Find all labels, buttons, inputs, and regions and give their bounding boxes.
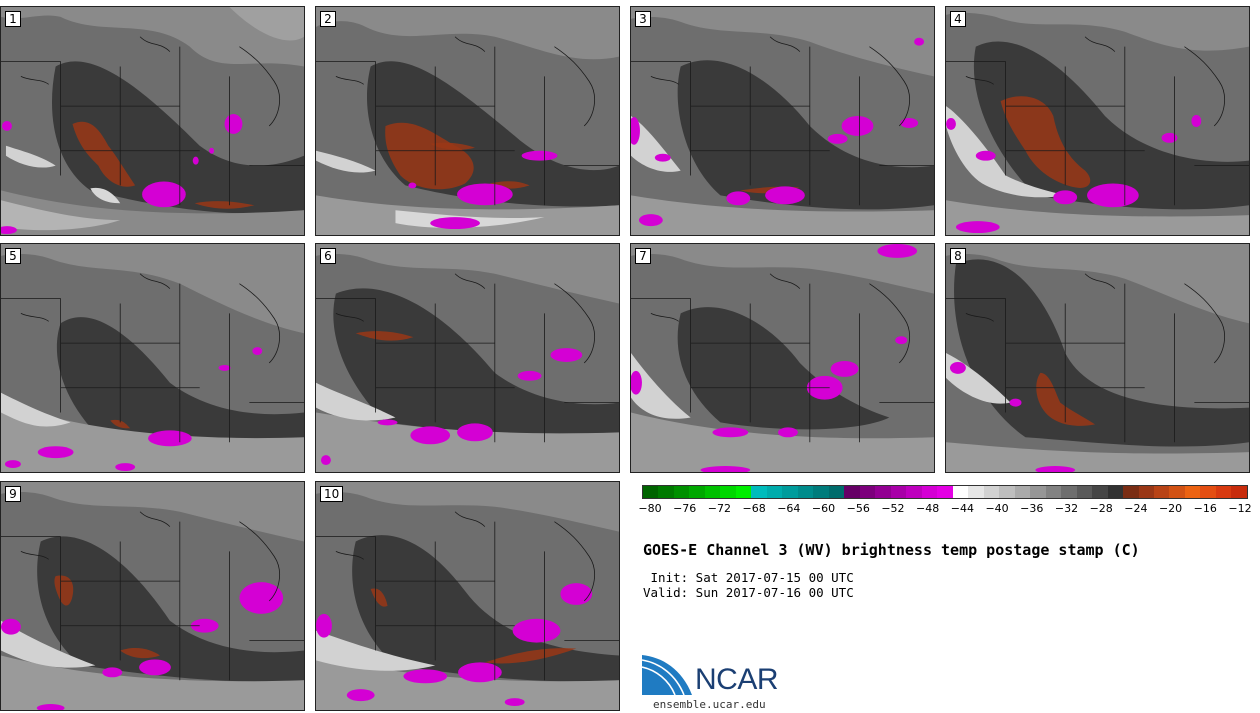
- stamp-panel-1[interactable]: 1: [0, 6, 305, 236]
- stamp-label: 4: [950, 11, 966, 27]
- colorbar-segment: [999, 486, 1015, 498]
- colorbar-segment: [797, 486, 814, 498]
- colorbar-tick-label: −60: [811, 502, 836, 515]
- colorbar-segment: [937, 486, 953, 498]
- stamp-panel-4[interactable]: 4: [945, 6, 1250, 236]
- stamp-panel-5[interactable]: 5: [0, 243, 305, 473]
- stamp-label: 7: [635, 248, 651, 264]
- colorbar-tick-label: −20: [1158, 502, 1183, 515]
- colorbar-segment: [673, 486, 690, 498]
- colorbar-tick-label: −28: [1089, 502, 1113, 515]
- colorbar: [642, 485, 1248, 499]
- stamp-map-1: [1, 7, 304, 235]
- stamp-panel-2[interactable]: 2: [315, 6, 620, 236]
- colorbar-segment: [968, 486, 984, 498]
- stamp-map-9: [1, 482, 304, 710]
- colorbar-segment: [735, 486, 752, 498]
- colorbar-segment: [1200, 486, 1216, 498]
- colorbar-segment: [1153, 486, 1170, 498]
- colorbar-segment: [720, 486, 736, 498]
- colorbar-ticks: −80 −76 −72 −68 −64 −60 −56 −52 −48 −44 −40 −36 −32−…: [638, 500, 1252, 520]
- colorbar-segment: [906, 486, 922, 498]
- ncar-logo-text: NCAR: [695, 663, 779, 696]
- colorbar-segment: [1014, 486, 1031, 498]
- colorbar-segment: [1107, 486, 1124, 498]
- stamp-map-5: [1, 244, 304, 472]
- colorbar-tick-label: −16: [1193, 502, 1217, 515]
- colorbar-tick-label: −12: [1228, 502, 1252, 515]
- colorbar-segment: [704, 486, 721, 498]
- colorbar-segment: [859, 486, 876, 498]
- stamp-map-3: [631, 7, 934, 235]
- colorbar-segment: [1184, 486, 1201, 498]
- stamp-label: 10: [320, 486, 344, 502]
- stamp-map-8: [946, 244, 1249, 472]
- colorbar-segment: [766, 486, 783, 498]
- colorbar-segment: [813, 486, 829, 498]
- stamp-panel-10[interactable]: 10: [315, 481, 620, 711]
- init-time: Init: Sat 2017-07-15 00 UTC: [643, 570, 854, 585]
- stamp-label: 3: [635, 11, 651, 27]
- colorbar-tick-label: −72: [707, 502, 732, 515]
- stamp-map-4: [946, 7, 1249, 235]
- stamp-label: 5: [5, 248, 21, 264]
- colorbar-segment: [921, 486, 938, 498]
- colorbar-segment: [658, 486, 674, 498]
- colorbar-tick-label: −36: [1020, 502, 1044, 515]
- colorbar-tick-label: −40: [985, 502, 1009, 515]
- stamp-panel-8[interactable]: 8: [945, 243, 1250, 473]
- colorbar-segment: [952, 486, 969, 498]
- colorbar-segment: [1231, 486, 1247, 498]
- ncar-logo-icon: [642, 655, 692, 696]
- colorbar-segment: [782, 486, 798, 498]
- stamp-label: 9: [5, 486, 21, 502]
- stamp-map-2: [316, 7, 619, 235]
- colorbar-segment: [983, 486, 1000, 498]
- colorbar-segment: [1061, 486, 1077, 498]
- colorbar-tick-label: −76: [673, 502, 697, 515]
- figure-title: GOES-E Channel 3 (WV) brightness temp po…: [643, 541, 1140, 559]
- colorbar-segment: [1076, 486, 1093, 498]
- colorbar-segment: [1030, 486, 1046, 498]
- stamp-label: 1: [5, 11, 21, 27]
- stamp-panel-9[interactable]: 9: [0, 481, 305, 711]
- stamp-label: 6: [320, 248, 336, 264]
- colorbar-tick-label: −56: [846, 502, 870, 515]
- colorbar-segment: [1138, 486, 1154, 498]
- colorbar-segment: [1169, 486, 1185, 498]
- colorbar-segment: [890, 486, 907, 498]
- stamp-map-7: [631, 244, 934, 472]
- colorbar-tick-label: −80: [638, 502, 662, 515]
- colorbar-segment: [1092, 486, 1108, 498]
- colorbar-tick-label: −48: [916, 502, 940, 515]
- colorbar-tick-label: −32: [1054, 502, 1079, 515]
- stamp-map-10: [316, 482, 619, 710]
- colorbar-segment: [1123, 486, 1139, 498]
- colorbar-segment: [751, 486, 767, 498]
- colorbar-segment: [828, 486, 845, 498]
- colorbar-segment: [689, 486, 705, 498]
- colorbar-segment: [875, 486, 891, 498]
- stamp-panel-6[interactable]: 6: [315, 243, 620, 473]
- stamp-label: 8: [950, 248, 966, 264]
- colorbar-segment: [1045, 486, 1062, 498]
- colorbar-segment: [844, 486, 860, 498]
- colorbar-tick-label: −24: [1124, 502, 1148, 515]
- stamp-label: 2: [320, 11, 336, 27]
- colorbar-tick-label: −52: [881, 502, 905, 515]
- site-link[interactable]: ensemble.ucar.edu: [653, 698, 766, 711]
- stamp-map-6: [316, 244, 619, 472]
- colorbar-segment: [1215, 486, 1232, 498]
- colorbar-tick-label: −44: [950, 502, 974, 515]
- valid-time: Valid: Sun 2017-07-16 00 UTC: [643, 585, 854, 600]
- stamp-panel-7[interactable]: 7: [630, 243, 935, 473]
- stamp-panel-3[interactable]: 3: [630, 6, 935, 236]
- colorbar-segment: [643, 486, 659, 498]
- colorbar-tick-label: −68: [742, 502, 766, 515]
- colorbar-tick-label: −64: [777, 502, 801, 515]
